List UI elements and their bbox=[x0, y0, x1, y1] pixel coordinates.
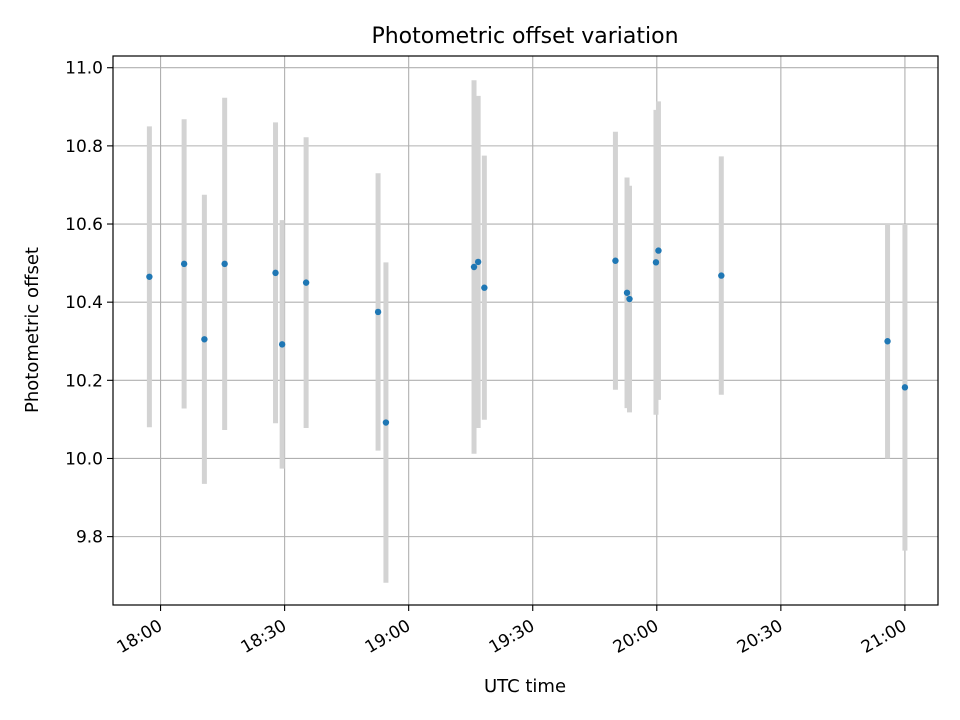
data-point bbox=[221, 260, 228, 268]
data-point bbox=[481, 284, 488, 291]
data-point bbox=[626, 295, 633, 303]
chart-title: Photometric offset variation bbox=[371, 24, 678, 49]
x-axis-label: UTC time bbox=[484, 676, 566, 697]
data-point bbox=[272, 269, 279, 277]
data-point bbox=[382, 419, 390, 426]
data-point bbox=[623, 289, 631, 296]
data-point bbox=[374, 308, 382, 316]
data-point bbox=[474, 258, 482, 266]
y-tick-label: 10.4 bbox=[65, 293, 103, 313]
y-tick-label: 10.0 bbox=[65, 449, 103, 469]
plot-frame bbox=[112, 55, 939, 606]
data-point bbox=[201, 336, 208, 343]
y-tick-label: 9.8 bbox=[76, 528, 103, 548]
data-point bbox=[884, 338, 891, 345]
data-point bbox=[302, 279, 310, 286]
data-point bbox=[655, 247, 662, 254]
y-axis-ticks: 9.8 10.0 10.2 10.4 10.6 10.8 11.0 bbox=[65, 59, 113, 548]
plot-area bbox=[113, 56, 938, 605]
data-point bbox=[901, 384, 909, 391]
y-tick-label: 10.2 bbox=[65, 371, 103, 391]
y-tick-label: 10.8 bbox=[65, 137, 103, 157]
data-point bbox=[718, 272, 725, 279]
data-point bbox=[278, 341, 286, 348]
y-tick-label: 10.6 bbox=[65, 215, 103, 235]
y-axis-label: Photometric offset bbox=[22, 247, 43, 413]
data-points bbox=[146, 247, 909, 426]
grid bbox=[113, 56, 938, 605]
data-point bbox=[612, 257, 619, 264]
data-point bbox=[146, 273, 153, 280]
data-point bbox=[652, 259, 660, 266]
y-tick-label: 11.0 bbox=[65, 59, 103, 79]
data-point bbox=[470, 263, 478, 271]
data-point bbox=[180, 260, 188, 268]
